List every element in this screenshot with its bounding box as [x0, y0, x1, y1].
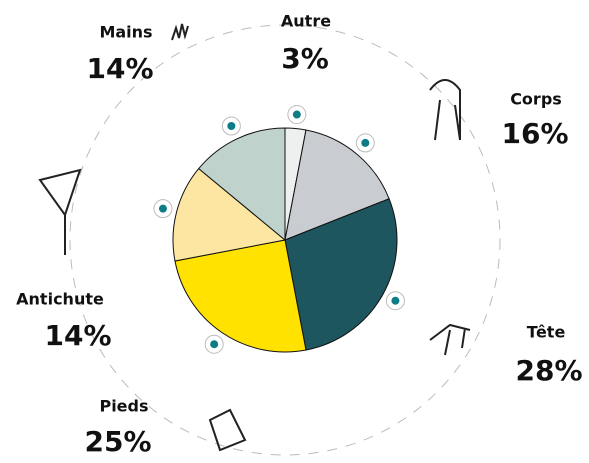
slice-marker	[293, 111, 301, 119]
slice-percent: 14%	[86, 52, 153, 85]
boot-icon	[210, 410, 245, 450]
slice-name: Antichute	[16, 290, 104, 309]
slice-percent: 3%	[281, 42, 329, 75]
slice-marker	[227, 122, 235, 130]
slice-marker	[159, 205, 167, 213]
slice-name: Mains	[99, 23, 152, 42]
slice-name: Autre	[281, 12, 331, 31]
slice-name: Pieds	[99, 397, 148, 416]
slice-marker	[361, 139, 369, 147]
slice-marker	[210, 340, 218, 348]
slice-name: Tête	[527, 323, 566, 342]
glove-icon	[172, 24, 188, 40]
pie	[173, 128, 397, 352]
helmet-icon	[430, 325, 470, 355]
body-icon	[430, 80, 460, 140]
slice-percent: 16%	[501, 117, 568, 150]
slice-percent: 28%	[515, 354, 582, 387]
slice-percent: 14%	[44, 319, 111, 352]
slice-name: Corps	[510, 90, 562, 109]
harness-icon	[40, 170, 80, 255]
chart: Autre 3% Corps 16% Tête 28% Pieds 25% Antichute 1…	[0, 0, 589, 463]
slice-marker	[391, 297, 399, 305]
slice-percent: 25%	[84, 425, 151, 458]
